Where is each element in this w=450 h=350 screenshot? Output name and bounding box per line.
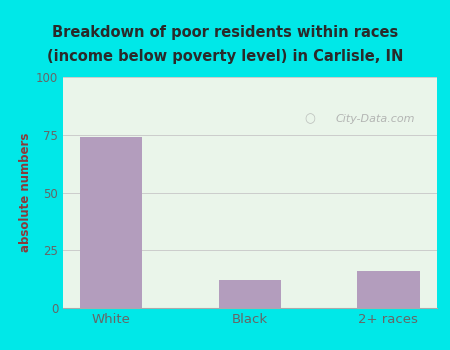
Text: City-Data.com: City-Data.com [336, 114, 415, 124]
Text: ○: ○ [304, 112, 315, 125]
Y-axis label: absolute numbers: absolute numbers [19, 133, 32, 252]
Bar [80, 137, 142, 308]
Text: Breakdown of poor residents within races: Breakdown of poor residents within races [52, 25, 398, 40]
Bar [219, 280, 281, 308]
Bar [357, 271, 419, 308]
Text: (income below poverty level) in Carlisle, IN: (income below poverty level) in Carlisle… [47, 49, 403, 64]
